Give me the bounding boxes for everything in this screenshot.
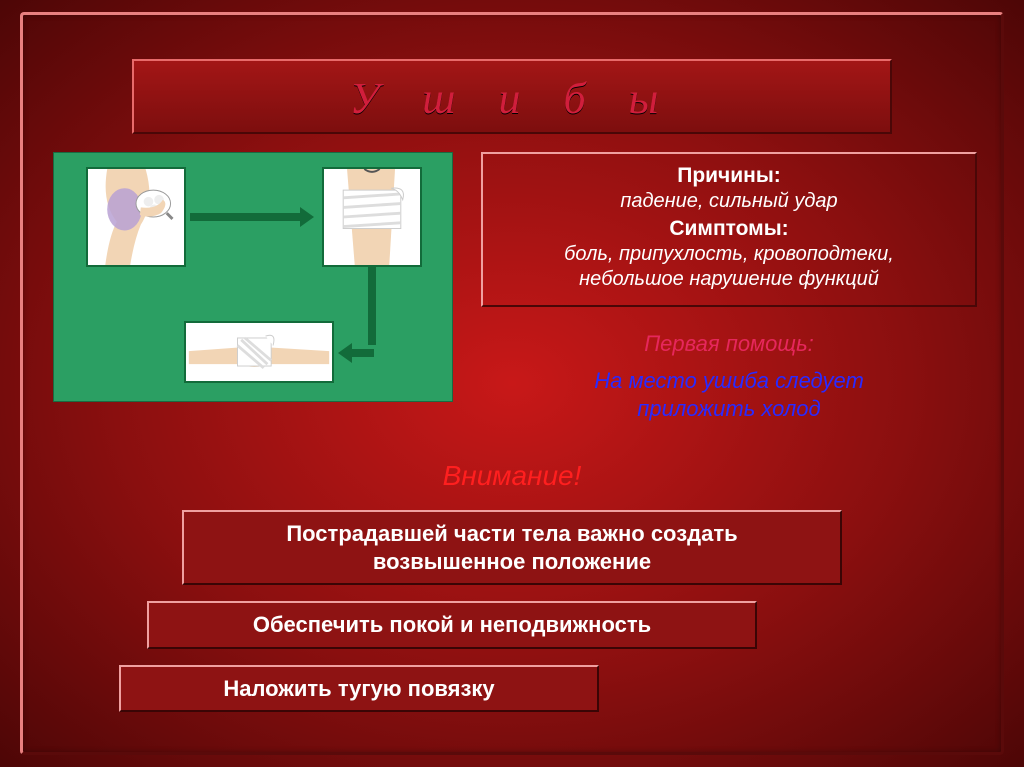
first-aid-text-2: приложить холод (481, 395, 977, 423)
advice-text-1b: возвышенное положение (373, 549, 651, 574)
top-row: Причины: падение, сильный удар Симптомы:… (47, 152, 977, 422)
advice-bar-3: Наложить тугую повязку (119, 665, 599, 713)
symptoms-heading: Симптомы: (503, 217, 955, 241)
causes-text: падение, сильный удар (503, 190, 955, 213)
first-aid-heading: Первая помощь: (481, 331, 977, 357)
causes-heading: Причины: (503, 164, 955, 188)
first-aid-diagram (53, 152, 453, 402)
advice-text-2: Обеспечить покой и неподвижность (253, 612, 651, 637)
diagram-step-bandage-knee (184, 321, 334, 383)
first-aid-text-1: На место ушиба следует (481, 367, 977, 395)
advice-bar-2: Обеспечить покой и неподвижность (147, 601, 757, 649)
arrow-icon (368, 267, 376, 345)
arrow-icon (352, 349, 374, 357)
symptoms-text-2: небольшое нарушение функций (503, 268, 955, 291)
slide-frame: У ш и б ы (20, 12, 1004, 755)
advice-text-3: Наложить тугую повязку (223, 676, 494, 701)
title-bar: У ш и б ы (132, 59, 892, 134)
info-column: Причины: падение, сильный удар Симптомы:… (481, 152, 977, 422)
diagram-step-bandage-thigh (322, 167, 422, 267)
advice-text-1a: Пострадавшей части тела важно создать (286, 521, 737, 546)
first-aid-block: Первая помощь: На место ушиба следует пр… (481, 331, 977, 422)
attention-heading: Внимание! (47, 460, 977, 492)
diagram-step-ice (86, 167, 186, 267)
slide-title: У ш и б ы (350, 74, 675, 123)
arrow-icon (190, 213, 300, 221)
advice-bar-1: Пострадавшей части тела важно создать во… (182, 510, 842, 585)
symptoms-text-1: боль, припухлость, кровоподтеки, (503, 243, 955, 266)
causes-symptoms-box: Причины: падение, сильный удар Симптомы:… (481, 152, 977, 307)
